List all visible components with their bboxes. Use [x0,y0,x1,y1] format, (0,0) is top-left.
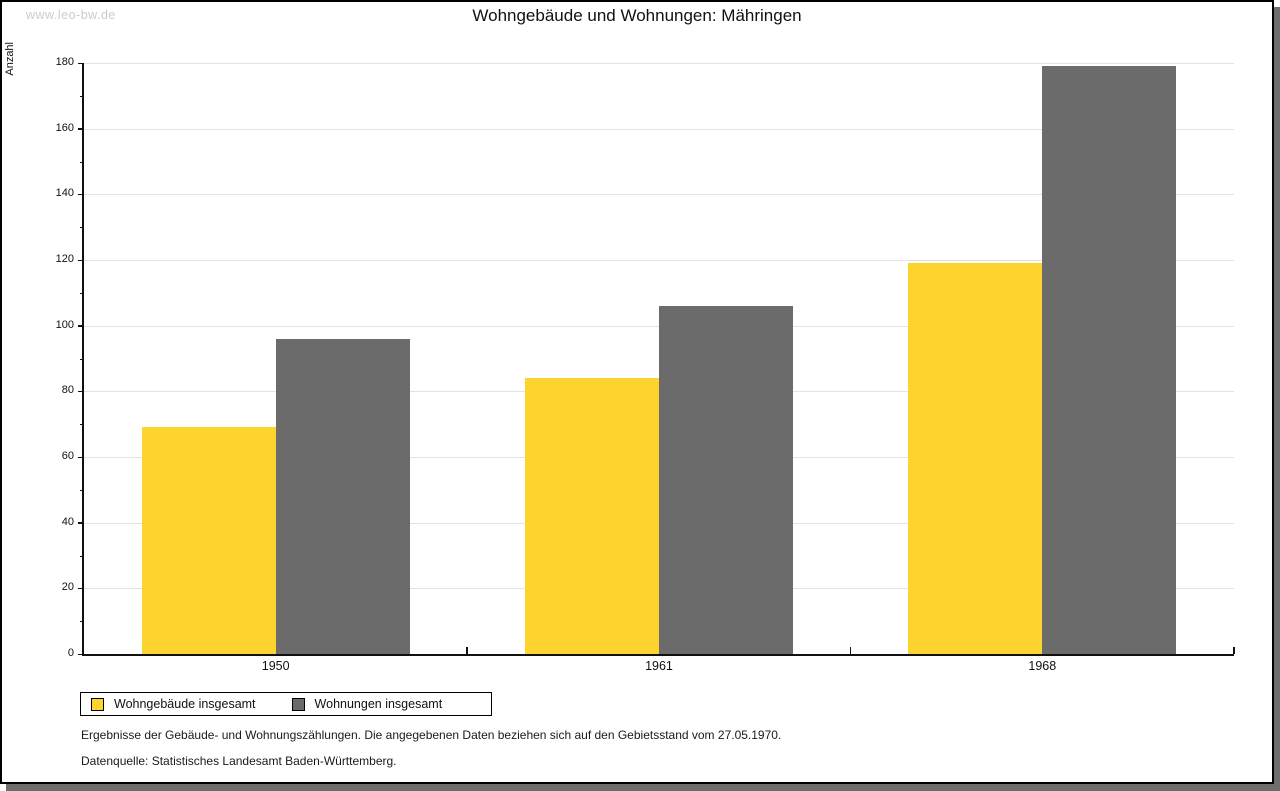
bar-1968-series-1 [1042,66,1177,654]
legend-swatch-gray [291,697,305,711]
footnote-data-source: Datenquelle: Statistisches Landesamt Bad… [81,754,397,768]
x-boundary-tick [466,647,468,654]
gridline [84,260,1234,261]
gridline [84,63,1234,64]
bar-1961-series-1 [659,305,793,654]
legend-label: Wohngebäude insgesamt [114,697,256,711]
x-axis-line [82,654,1234,656]
legend-item-wohnungen: Wohnungen insgesamt [291,697,443,711]
y-major-tick [78,128,84,130]
y-tick-label: 40 [61,515,74,528]
x-boundary-tick [849,647,852,654]
y-major-tick [78,193,84,196]
footnote-source-note: Ergebnisse der Gebäude- und Wohnungszähl… [81,728,782,742]
legend-label: Wohnungen insgesamt [314,697,443,711]
y-major-tick [78,62,84,64]
gridline [84,128,1234,130]
x-tick-label-1968: 1968 [1028,659,1057,673]
watermark-text: www.leo-bw.de [26,8,116,22]
y-axis-line [82,63,84,656]
y-tick-label: 80 [61,384,74,397]
y-major-tick [78,653,84,655]
bar-1950-series-1 [275,338,410,654]
bar-1961-series-0 [525,378,659,654]
y-tick-label: 140 [55,187,74,200]
plot-area: 0 20 40 60 80 100 120 140 160 180 1950 1961 1968 [2,2,1272,782]
y-major-tick [78,587,84,590]
y-major-tick [78,259,84,261]
legend-box: Wohngebäude insgesamt Wohnungen insgesam… [80,692,492,716]
legend-item-wohngebaeude: Wohngebäude insgesamt [91,697,256,711]
bar-1950-series-0 [141,427,276,654]
legend-swatch-yellow [91,697,104,711]
y-major-tick [78,522,84,524]
gridline [84,194,1234,196]
bar-1968-series-0 [908,263,1043,654]
x-boundary-tick [1233,647,1235,654]
y-major-tick [78,456,84,458]
x-tick-label-1950: 1950 [261,659,290,673]
chart-title: Wohngebäude und Wohnungen: Mähringen [472,6,802,25]
y-tick-label: 120 [55,253,74,265]
y-tick-label: 20 [61,581,74,594]
y-tick-label: 0 [67,647,74,659]
y-tick-label: 160 [55,121,74,134]
y-major-tick [78,390,84,393]
y-tick-label: 100 [55,318,74,331]
x-tick-label-1961: 1961 [645,659,673,673]
y-tick-label: 60 [61,450,74,462]
y-major-tick [78,325,84,327]
y-tick-label: 180 [55,56,74,68]
